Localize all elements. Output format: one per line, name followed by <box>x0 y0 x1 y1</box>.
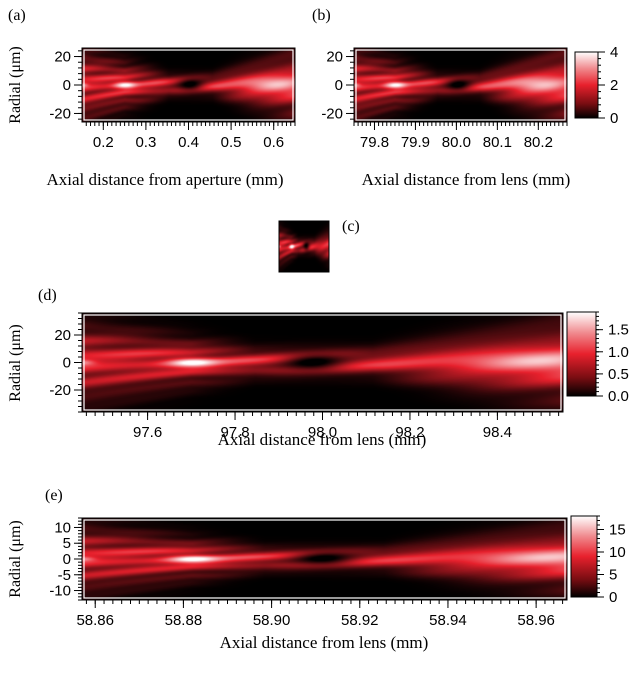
y-tick-label: 5 <box>63 535 71 552</box>
x-tick-label: 58.90 <box>253 612 291 629</box>
heatmap <box>279 221 329 272</box>
y-axis-title: Radial (μm) <box>7 324 24 401</box>
x-tick-label: 0.3 <box>135 134 156 151</box>
colorbar-tick-label: 0.0 <box>608 388 629 405</box>
y-tick-label: 20 <box>326 49 343 66</box>
colorbar-tick-label: 10 <box>609 544 626 561</box>
plot-inner-frame <box>83 519 566 599</box>
colorbar-tick-label: 4 <box>610 44 618 61</box>
heatmap <box>82 48 295 122</box>
y-tick-label: -10 <box>49 583 71 600</box>
y-tick-label: -20 <box>49 382 71 399</box>
y-tick-label: -20 <box>49 105 71 122</box>
x-axis-title: Axial distance from lens (mm) <box>362 170 571 189</box>
x-tick-label: 0.2 <box>93 134 114 151</box>
plot-frame <box>278 220 330 273</box>
colorbar <box>574 51 599 119</box>
colorbar-tick-label: 0 <box>610 110 618 127</box>
x-tick-label: 79.8 <box>360 134 389 151</box>
x-tick-label: 58.96 <box>517 612 555 629</box>
x-axis-title: Axial distance from aperture (mm) <box>47 170 284 189</box>
x-tick-label: 98.0 <box>308 424 337 441</box>
plot-inner-frame <box>83 314 562 411</box>
panel-label: (c) <box>342 218 360 235</box>
x-tick-label: 0.5 <box>221 134 242 151</box>
colorbar <box>566 311 597 397</box>
y-tick-label: 0 <box>63 77 71 94</box>
y-tick-label: -20 <box>321 105 343 122</box>
colorbar-tick-label: 15 <box>609 522 626 539</box>
x-tick-label: 58.86 <box>76 612 114 629</box>
y-axis-title: Radial (μm) <box>7 46 24 123</box>
x-tick-label: 98.2 <box>395 424 424 441</box>
x-tick-label: 0.6 <box>263 134 284 151</box>
colorbar-tick-label: 2 <box>610 77 618 94</box>
x-tick-label: 98.4 <box>483 424 512 441</box>
panel-d: (d) 97.6 97.8 98.0 98.2 98.4 -20 0 20 Axial dista… <box>7 287 629 449</box>
panel-a: (a) 0.2 0.3 0.4 0.5 0.6 -20 0 20 Axial distance f… <box>7 7 296 189</box>
colorbar-tick-label: 1.5 <box>608 322 629 339</box>
heatmap <box>354 48 567 122</box>
panel-c: (c) <box>278 218 360 273</box>
x-tick-label: 97.6 <box>133 424 162 441</box>
x-tick-label: 80.0 <box>442 134 471 151</box>
panel-label: (a) <box>8 7 26 24</box>
panel-label: (d) <box>38 287 57 304</box>
x-tick-label: 58.92 <box>341 612 379 629</box>
heatmap <box>82 518 567 600</box>
x-tick-label: 58.94 <box>429 612 467 629</box>
plot-inner-frame <box>355 49 566 121</box>
x-tick-label: 0.4 <box>178 134 199 151</box>
y-tick-label: 20 <box>54 49 71 66</box>
panel-e: (e)58.86 58.88 58.90 58.92 58.94 58.96-10-505… <box>7 487 626 652</box>
y-tick-label: 0 <box>63 551 71 568</box>
y-tick-label: 10 <box>54 519 71 536</box>
x-axis-title: Axial distance from lens (mm) <box>220 633 429 652</box>
x-tick-label: 80.2 <box>524 134 553 151</box>
colorbar <box>570 515 598 598</box>
y-tick-label: -5 <box>58 567 71 584</box>
plot-inner-frame <box>83 49 294 121</box>
colorbar-tick-label: 5 <box>609 567 617 584</box>
x-tick-label: 58.88 <box>165 612 203 629</box>
x-axis-title: Axial distance from lens (mm) <box>218 430 427 449</box>
x-tick-label: 79.9 <box>401 134 430 151</box>
y-tick-label: 0 <box>63 355 71 372</box>
colorbar-tick-label: 0 <box>609 589 617 606</box>
colorbar-tick-label: 0.5 <box>608 366 629 383</box>
colorbar-tick-label: 1.0 <box>608 344 629 361</box>
x-tick-label: 97.8 <box>220 424 249 441</box>
x-tick-label: 80.1 <box>483 134 512 151</box>
panel-label: (e) <box>45 487 63 504</box>
y-axis-title: Radial (μm) <box>7 520 24 597</box>
y-tick-label: 20 <box>54 327 71 344</box>
panel-label: (b) <box>312 7 331 24</box>
y-tick-label: 0 <box>335 77 343 94</box>
heatmap <box>82 313 563 412</box>
